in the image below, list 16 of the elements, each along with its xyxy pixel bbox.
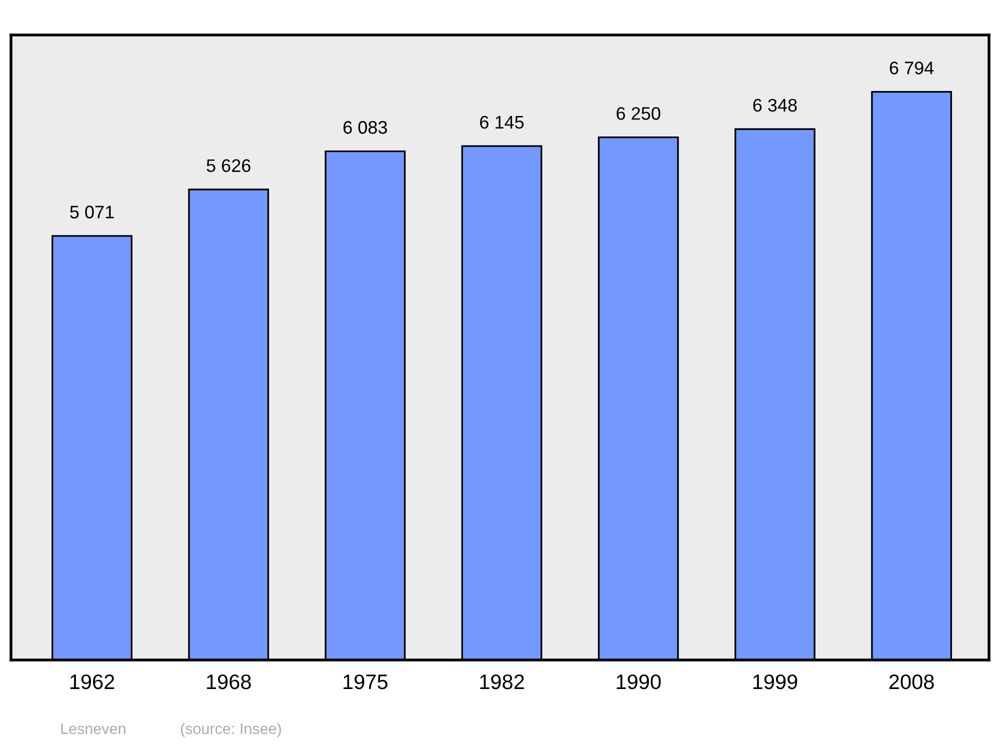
data-label: 5 626 xyxy=(206,159,250,172)
data-label: 6 348 xyxy=(753,98,797,112)
x-tick-label: 1962 xyxy=(70,674,114,690)
data-label: 6 145 xyxy=(480,116,524,129)
text: (source: Insee) xyxy=(180,722,281,738)
x-tick-label: 1999 xyxy=(753,674,798,690)
data-label: 6 794 xyxy=(890,62,934,74)
text: Lesneven xyxy=(61,723,126,734)
x-tick-label: 1968 xyxy=(207,674,251,690)
data-label: 6 083 xyxy=(344,121,387,134)
x-tick-label: 1990 xyxy=(616,674,661,690)
data-label: 5 071 xyxy=(70,206,114,218)
x-tick-label: 2008 xyxy=(889,674,934,690)
x-tick-label: 1975 xyxy=(344,674,388,690)
x-tick-label: 1982 xyxy=(480,674,524,690)
data-label: 6 250 xyxy=(616,107,660,120)
